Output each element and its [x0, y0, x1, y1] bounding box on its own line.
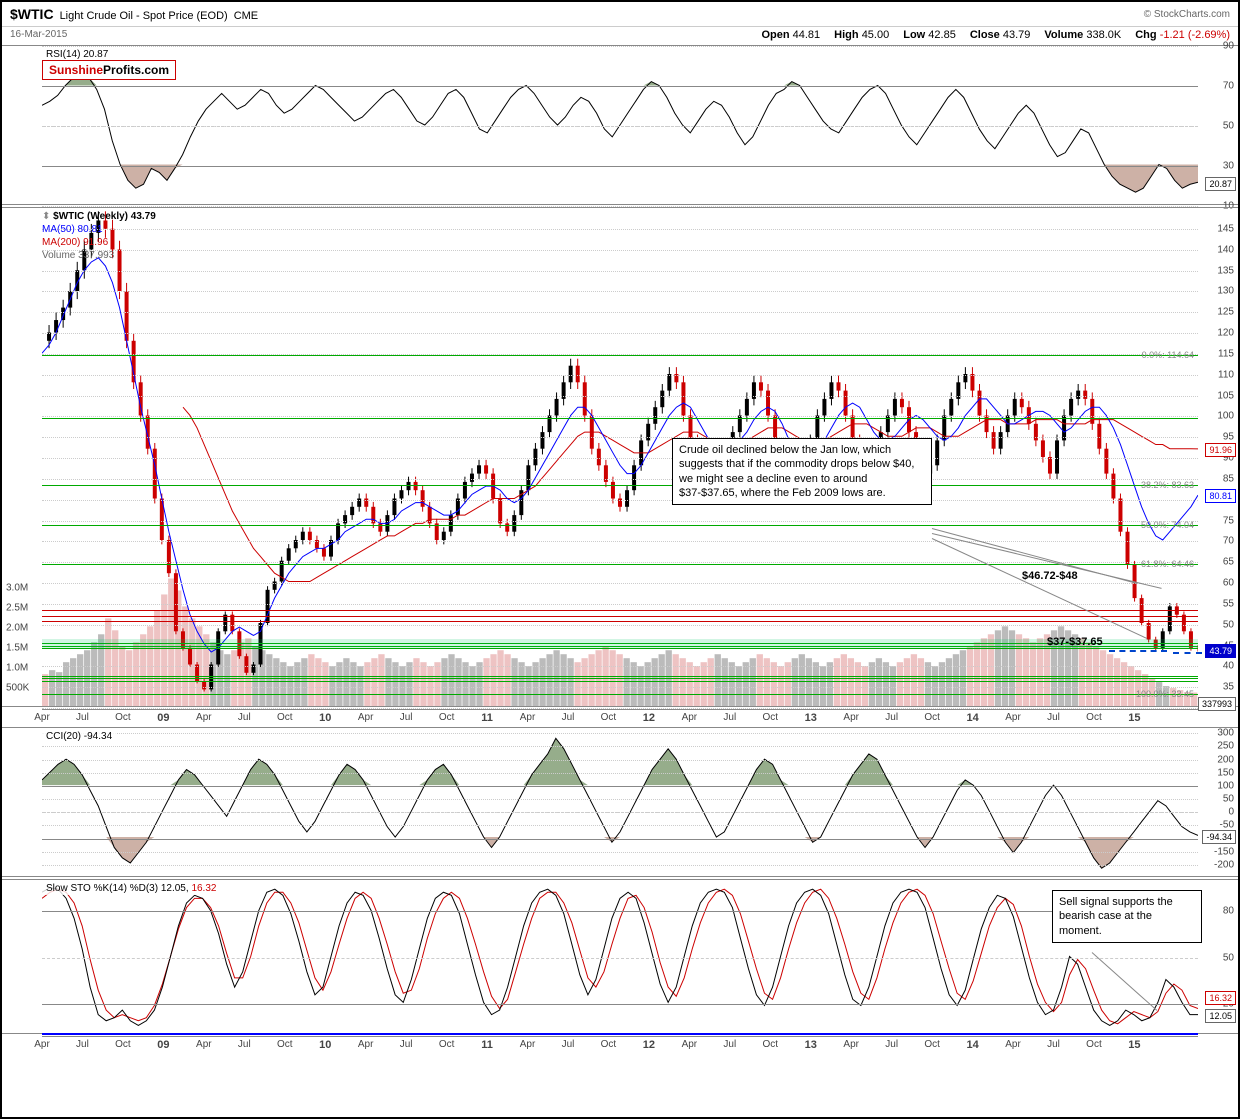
volume-legend: Volume 337,993 — [42, 249, 156, 262]
close-label: Close — [970, 29, 1000, 41]
sto-k-badge: 12.05 — [1205, 1009, 1236, 1023]
cci-y-axis: -200-150-100-50050100150200250300 — [1198, 728, 1234, 876]
low-label: Low — [903, 29, 925, 41]
x-axis-bottom: AprJulOct09AprJulOct10AprJulOct11AprJulO… — [42, 1036, 1198, 1052]
volume-label: Volume — [1044, 29, 1083, 41]
chart-header: $WTIC Light Crude Oil - Spot Price (EOD)… — [2, 2, 1238, 27]
chg-value: -1.21 (-2.69%) — [1160, 29, 1230, 41]
price-current-badge: 43.79 — [1205, 644, 1236, 658]
watermark-sunshine: Sunshine — [49, 63, 103, 77]
cci-panel: CCI(20) -94.34 -200-150-100-500501001502… — [2, 727, 1238, 877]
sto-panel: Slow STO %K(14) %D(3) 12.05, 16.32 20508… — [2, 879, 1238, 1034]
watermark-profits: Profits.com — [103, 63, 169, 77]
ma50-current-badge: 80.81 — [1205, 489, 1236, 503]
source-credit: © StockCharts.com — [1144, 9, 1230, 20]
price-y-axis: 3035404550556065707580859095100105110115… — [1198, 208, 1234, 706]
open-label: Open — [761, 29, 789, 41]
sto-d-badge: 16.32 — [1205, 991, 1236, 1005]
volume-current-badge: 337993 — [1198, 697, 1236, 711]
price-label-46: $46.72-$48 — [1022, 570, 1078, 582]
high-value: 45.00 — [862, 29, 890, 41]
price-label-37: $37-$37.65 — [1047, 636, 1103, 648]
open-value: 44.81 — [793, 29, 821, 41]
high-label: High — [834, 29, 858, 41]
rsi-current-badge: 20.87 — [1205, 177, 1236, 191]
low-value: 42.85 — [928, 29, 956, 41]
cci-plot — [42, 728, 1198, 876]
watermark: SunshineProfits.com — [42, 60, 176, 80]
sto-label: Slow STO %K(14) %D(3) 12.05, 16.32 — [42, 882, 220, 895]
sto-plot — [42, 880, 1198, 1033]
ma50-legend: MA(50) 80.81 — [42, 223, 156, 236]
cci-label: CCI(20) -94.34 — [42, 730, 116, 743]
ma200-current-badge: 91.96 — [1205, 443, 1236, 457]
annotation-sell-signal: Sell signal supports the bearish case at… — [1052, 890, 1202, 943]
ma200-legend: MA(200) 91.96 — [42, 236, 156, 249]
x-axis-price: AprJulOct09AprJulOct10AprJulOct11AprJulO… — [42, 709, 1198, 725]
chart-date: 16-Mar-2015 — [10, 29, 67, 41]
cci-current-badge: -94.34 — [1202, 830, 1236, 844]
price-plot — [42, 208, 1198, 706]
price-panel: ⬍ $WTIC (Weekly) 43.79 MA(50) 80.81 MA(2… — [2, 207, 1238, 707]
volume-y-axis: 500K1.0M1.5M2.0M2.5M3.0M — [6, 208, 42, 706]
ohlc-row: 16-Mar-2015 Open 44.81 High 45.00 Low 42… — [2, 27, 1238, 43]
close-value: 43.79 — [1003, 29, 1031, 41]
rsi-plot — [42, 46, 1198, 204]
price-title: ⬍ $WTIC (Weekly) 43.79 — [42, 210, 156, 223]
exchange: CME — [234, 10, 258, 22]
volume-value: 338.0K — [1086, 29, 1121, 41]
annotation-crude-decline: Crude oil declined below the Jan low, wh… — [672, 438, 932, 505]
chg-label: Chg — [1135, 29, 1156, 41]
rsi-panel: RSI(14) 20.87 SunshineProfits.com 103050… — [2, 45, 1238, 205]
instrument-name: Light Crude Oil - Spot Price (EOD) — [60, 10, 228, 22]
ticker-symbol: $WTIC — [10, 6, 54, 22]
